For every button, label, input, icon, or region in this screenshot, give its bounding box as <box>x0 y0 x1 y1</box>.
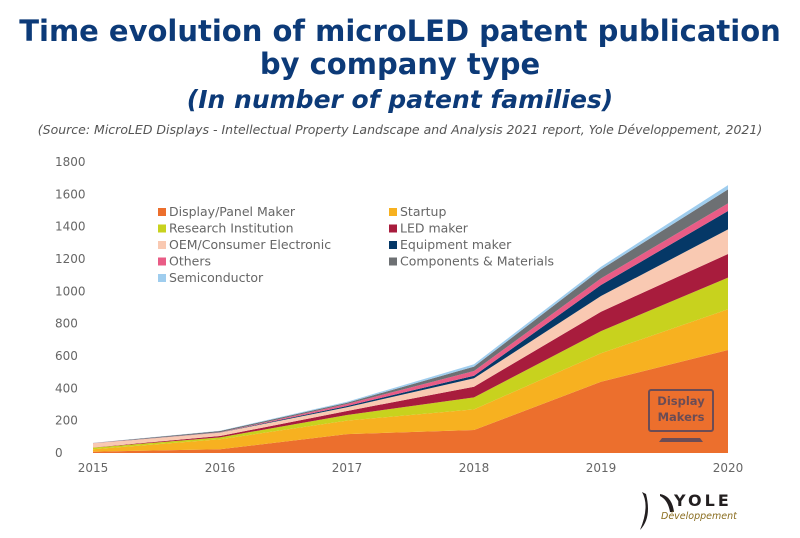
legend-item: Components & Materials <box>389 254 554 269</box>
legend-swatch <box>158 257 166 266</box>
annotation-line1: Display <box>657 394 705 408</box>
y-tick-label: 400 <box>55 381 78 395</box>
legend-item: OEM/Consumer Electronic <box>158 237 331 252</box>
legend-label: LED maker <box>400 221 469 236</box>
display-makers-annotation: Display Makers <box>648 389 714 442</box>
legend-swatch <box>389 224 397 233</box>
legend-label: Others <box>169 254 211 269</box>
legend-label: Components & Materials <box>400 254 554 269</box>
x-tick-label: 2018 <box>459 461 490 475</box>
y-tick-label: 1400 <box>55 220 86 234</box>
x-tick-label: 2016 <box>205 461 236 475</box>
y-tick-label: 0 <box>55 446 63 460</box>
chart-title: Time evolution of microLED patent public… <box>19 14 781 48</box>
chart-title-line2: by company type <box>259 47 541 81</box>
legend-label: OEM/Consumer Electronic <box>169 237 331 252</box>
legend-item: Research Institution <box>158 221 294 236</box>
y-tick-label: 1000 <box>55 284 86 298</box>
legend-item: Display/Panel Maker <box>158 204 296 219</box>
area-display-panel-maker <box>93 350 728 453</box>
legend-swatch <box>158 241 166 249</box>
x-tick-label: 2020 <box>713 461 744 475</box>
legend-label: Research Institution <box>169 221 294 236</box>
x-tick-label: 2017 <box>332 461 363 475</box>
yole-logo: YOLE Développement <box>640 491 738 530</box>
legend-item: Equipment maker <box>389 237 512 252</box>
monitor-stand <box>659 438 703 442</box>
legend-label: Display/Panel Maker <box>169 204 296 219</box>
legend-swatch <box>389 257 397 266</box>
monitor-icon <box>648 389 714 432</box>
annotation-line2: Makers <box>658 410 705 424</box>
legend-swatch <box>158 274 166 282</box>
x-tick-label: 2015 <box>78 461 109 475</box>
y-tick-label: 800 <box>55 317 78 331</box>
legend-swatch <box>389 241 397 249</box>
legend-swatch <box>158 208 166 216</box>
chart-subtitle: (In number of patent families) <box>186 85 614 114</box>
legend-label: Semiconductor <box>169 270 264 285</box>
legend-label: Startup <box>400 204 446 219</box>
logo-swoosh <box>640 492 648 530</box>
legend-item: Others <box>158 254 211 269</box>
legend-swatch <box>158 224 166 233</box>
y-tick-label: 600 <box>55 349 78 363</box>
y-tick-label: 200 <box>55 414 78 428</box>
legend-swatch <box>389 208 397 216</box>
y-tick-label: 1600 <box>55 187 86 201</box>
logo-tagline: Développement <box>661 511 738 522</box>
chart-source: (Source: MicroLED Displays - Intellectua… <box>37 122 763 137</box>
legend-label: Equipment maker <box>400 237 512 252</box>
x-tick-label: 2019 <box>586 461 617 475</box>
logo-mark <box>660 494 674 512</box>
y-tick-label: 1200 <box>55 252 86 266</box>
area-research-institution <box>93 277 728 450</box>
legend-item: Startup <box>389 204 446 219</box>
area-startup <box>93 309 728 452</box>
legend-item: Semiconductor <box>158 270 264 285</box>
y-tick-label: 1800 <box>55 155 86 169</box>
legend-item: LED maker <box>389 221 469 236</box>
logo-name: YOLE <box>673 491 732 510</box>
